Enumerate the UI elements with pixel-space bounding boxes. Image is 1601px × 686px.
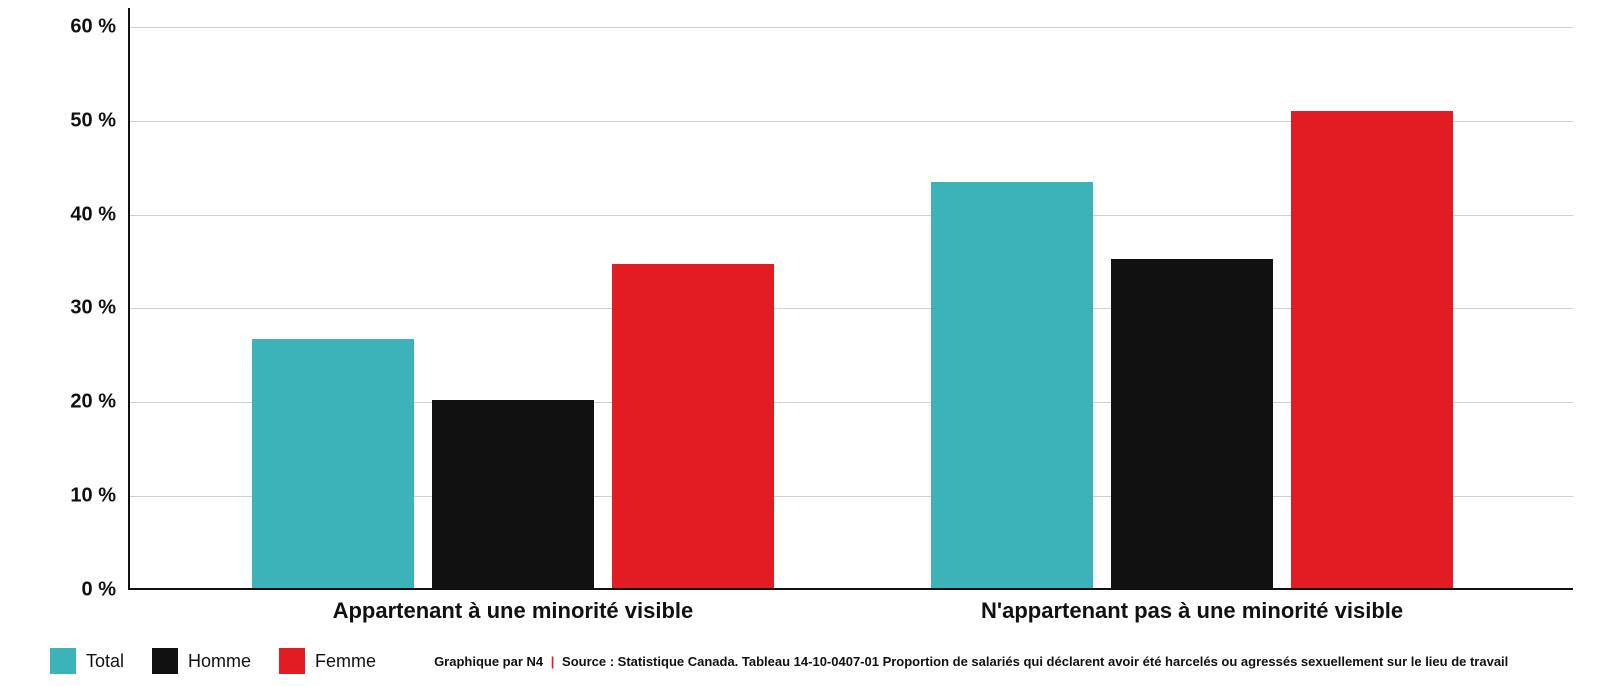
y-tick-label: 10 % [70, 485, 130, 508]
credit-text: Source : Statistique Canada. Tableau 14-… [562, 654, 1508, 669]
bar-homme [1111, 259, 1273, 588]
chart-container: 0 % 10 % 20 % 30 % 40 % 50 % 60 % Appartenant à… [0, 0, 1601, 686]
x-category-label: N'appartenant pas à une minorité visible [981, 588, 1403, 624]
x-category-label: Appartenant à une minorité visible [333, 588, 694, 624]
y-tick-label: 0 % [82, 579, 130, 602]
bar-femme [1291, 111, 1453, 588]
legend-item-total: Total [50, 648, 124, 674]
y-tick-label: 40 % [70, 203, 130, 226]
legend-label: Homme [188, 651, 251, 672]
credit-prefix: Graphique par N4 [434, 654, 543, 669]
legend-label: Total [86, 651, 124, 672]
bar-femme [612, 264, 774, 588]
gridline [130, 27, 1573, 28]
bar-total [252, 339, 414, 588]
legend-row: Total Homme Femme Graphique par N4 | Sourc… [50, 648, 1581, 674]
y-tick-label: 60 % [70, 15, 130, 38]
y-tick-label: 20 % [70, 391, 130, 414]
credit-separator: | [551, 654, 555, 669]
bar-homme [432, 400, 594, 588]
legend-items: Total Homme Femme [50, 648, 376, 674]
legend-swatch [279, 648, 305, 674]
legend-item-homme: Homme [152, 648, 251, 674]
y-tick-label: 30 % [70, 297, 130, 320]
legend-swatch [152, 648, 178, 674]
y-tick-label: 50 % [70, 109, 130, 132]
chart-credit: Graphique par N4 | Source : Statistique … [434, 654, 1508, 669]
legend-item-femme: Femme [279, 648, 376, 674]
bar-total [931, 182, 1093, 588]
plot-area: 0 %10 %20 %30 %40 %50 %60 %Appartenant à… [128, 8, 1573, 590]
legend-label: Femme [315, 651, 376, 672]
legend-swatch [50, 648, 76, 674]
